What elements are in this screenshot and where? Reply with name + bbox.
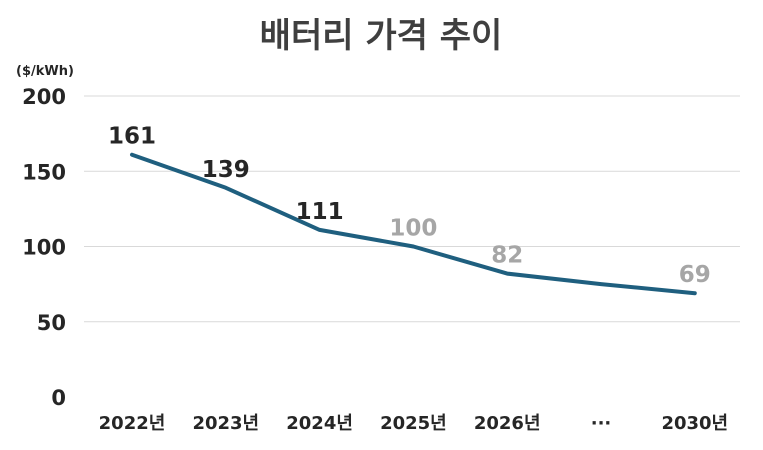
x-tick-label: 2025년 bbox=[380, 413, 447, 434]
chart-title: 배터리 가격 추이 bbox=[260, 16, 503, 56]
series-line bbox=[130, 152, 697, 296]
gridlines bbox=[84, 95, 740, 323]
y-tick-label: 100 bbox=[22, 236, 66, 260]
forecast-data-label: 69 bbox=[679, 262, 711, 288]
y-tick-label: 200 bbox=[22, 85, 66, 109]
x-tick-label: ··· bbox=[591, 413, 612, 434]
x-tick-label: 2023년 bbox=[192, 413, 259, 434]
x-tick-label: 2024년 bbox=[286, 413, 353, 434]
y-axis-unit-label: ($/kWh) bbox=[16, 64, 74, 79]
forecast-data-label: 100 bbox=[389, 216, 437, 242]
actual-data-label: 139 bbox=[202, 157, 250, 183]
forecast-data-label: 82 bbox=[491, 243, 523, 269]
actual-data-label: 111 bbox=[296, 199, 344, 225]
price-line bbox=[130, 152, 697, 296]
x-tick-label: 2022년 bbox=[99, 413, 166, 434]
x-tick-label: 2030년 bbox=[661, 413, 728, 434]
x-axis-tick-labels: 2022년 2023년 2024년 2025년 2026년 ··· 2030년 bbox=[99, 413, 728, 434]
data-labels: 161 139 111 100 82 69 bbox=[108, 124, 711, 288]
y-axis-tick-labels: 0 50 100 150 200 bbox=[22, 85, 66, 410]
y-tick-label: 0 bbox=[51, 386, 66, 410]
actual-data-label: 161 bbox=[108, 124, 156, 150]
y-tick-label: 50 bbox=[37, 311, 66, 335]
x-tick-label: 2026년 bbox=[474, 413, 541, 434]
y-tick-label: 150 bbox=[22, 160, 66, 184]
